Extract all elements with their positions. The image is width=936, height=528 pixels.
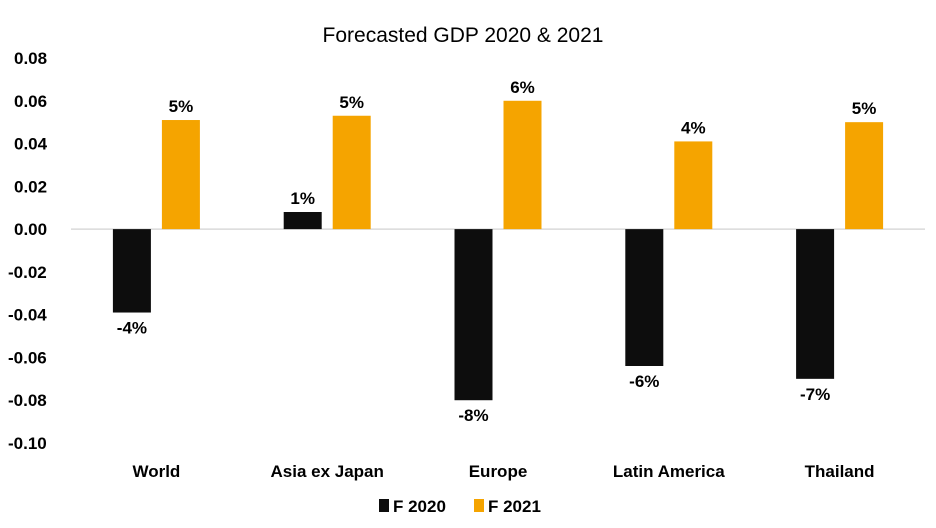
- y-tick-label: 0.00: [14, 220, 47, 239]
- bar-f-2020-europe: [454, 229, 493, 401]
- x-category-label: World: [132, 462, 180, 481]
- x-axis-categories: World Asia ex Japan Europe Latin America Tha…: [132, 462, 874, 481]
- data-label: 4%: [681, 118, 706, 137]
- x-category-label: Asia ex Japan: [270, 462, 383, 481]
- data-labels: -4% 5% 1% 5% -8% 6% -6% 4% -7% 5%: [117, 78, 877, 425]
- bar-f-2021-latin-america: [674, 141, 713, 230]
- legend-swatch-f-2020: [379, 499, 389, 512]
- data-label: 5%: [852, 99, 877, 118]
- y-tick-label: 0.02: [14, 177, 47, 196]
- data-label: -8%: [458, 406, 488, 425]
- bar-f-2020-latin-america: [625, 229, 664, 366]
- data-label: 1%: [290, 189, 315, 208]
- data-label: -4%: [117, 319, 147, 338]
- data-label: 5%: [169, 97, 194, 116]
- bar-f-2020-asia-ex-japan: [283, 212, 322, 230]
- y-tick-label: 0.08: [14, 49, 47, 68]
- y-tick-label: -0.08: [8, 391, 47, 410]
- x-category-label: Europe: [469, 462, 528, 481]
- y-tick-label: -0.10: [8, 434, 47, 453]
- bar-f-2020-thailand: [796, 229, 835, 379]
- chart-title: Forecasted GDP 2020 & 2021: [323, 24, 604, 47]
- y-tick-label: -0.04: [8, 306, 47, 325]
- legend: F 2020 F 2021: [379, 497, 541, 516]
- bars: [112, 100, 884, 401]
- x-category-label: Latin America: [613, 462, 725, 481]
- bar-f-2021-asia-ex-japan: [332, 115, 371, 230]
- data-label: 5%: [339, 93, 364, 112]
- y-axis: 0.08 0.06 0.04 0.02 0.00 -0.02 -0.04 -0.06 -0.08…: [8, 49, 48, 453]
- legend-swatch-f-2021: [474, 499, 484, 512]
- legend-label: F 2020: [393, 497, 446, 516]
- bar-f-2020-world: [112, 229, 151, 313]
- bar-f-2021-world: [161, 120, 200, 230]
- y-tick-label: -0.02: [8, 263, 47, 282]
- x-category-label: Thailand: [805, 462, 875, 481]
- data-label: 6%: [510, 78, 535, 97]
- bar-f-2021-thailand: [845, 122, 884, 230]
- bar-f-2021-europe: [503, 100, 542, 230]
- data-label: -7%: [800, 385, 830, 404]
- data-label: -6%: [629, 372, 659, 391]
- y-tick-label: -0.06: [8, 348, 47, 367]
- y-tick-label: 0.04: [14, 135, 48, 154]
- legend-label: F 2021: [488, 497, 541, 516]
- y-tick-label: 0.06: [14, 92, 47, 111]
